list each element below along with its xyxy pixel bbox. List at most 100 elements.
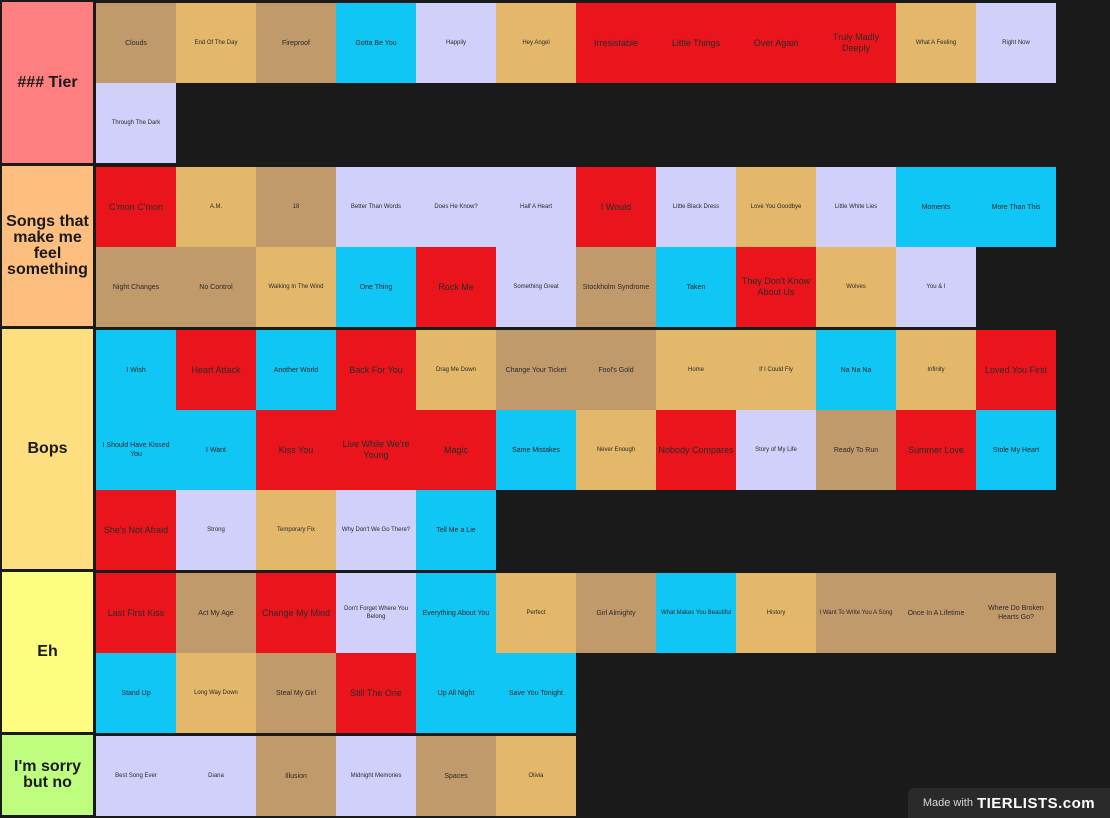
song-tile[interactable]: Don't Forget Where You Belong (336, 573, 416, 653)
song-tile[interactable]: Stockholm Syndrome (576, 247, 656, 327)
song-tile[interactable]: Illusion (256, 736, 336, 816)
song-tile[interactable]: I Wish (96, 330, 176, 410)
song-tile[interactable]: A.M. (176, 167, 256, 247)
song-tile[interactable]: Fireproof (256, 3, 336, 83)
song-tile[interactable]: Where Do Broken Hearts Go? (976, 573, 1056, 653)
song-tile[interactable]: Story of My Life (736, 410, 816, 490)
song-tile[interactable]: She's Not Afraid (96, 490, 176, 570)
song-tile[interactable]: Drag Me Down (416, 330, 496, 410)
song-tile[interactable]: Girl Almighty (576, 573, 656, 653)
song-tile[interactable]: Loved You First (976, 330, 1056, 410)
song-tile[interactable]: Never Enough (576, 410, 656, 490)
song-tile[interactable]: Still The One (336, 653, 416, 733)
tier-label[interactable]: Bops (2, 329, 93, 569)
song-tile[interactable]: End Of The Day (176, 3, 256, 83)
tier-label[interactable]: ### Tier (2, 2, 93, 163)
song-tile[interactable]: Diana (176, 736, 256, 816)
song-tile[interactable]: Right Now (976, 3, 1056, 83)
song-tile[interactable]: Stole My Heart (976, 410, 1056, 490)
song-tile[interactable]: Olivia (496, 736, 576, 816)
song-tile[interactable]: Happily (416, 3, 496, 83)
tier-items: I Wish Heart Attack Another World Back For … (96, 329, 1056, 570)
song-tile[interactable]: Save You Tonight (496, 653, 576, 733)
song-tile[interactable]: One Thing (336, 247, 416, 327)
song-tile[interactable]: Back For You (336, 330, 416, 410)
song-tile[interactable]: Everything About You (416, 573, 496, 653)
song-tile[interactable]: Last First Kiss (96, 573, 176, 653)
song-tile[interactable]: Steal My Girl (256, 653, 336, 733)
song-tile[interactable]: Best Song Ever (96, 736, 176, 816)
song-tile[interactable]: You & I (896, 247, 976, 327)
song-tile[interactable]: History (736, 573, 816, 653)
song-tile[interactable]: I Want (176, 410, 256, 490)
song-tile[interactable]: Spaces (416, 736, 496, 816)
tier-row: Songs that make me feel something C'mon C… (0, 166, 1110, 327)
song-tile[interactable]: Wolves (816, 247, 896, 327)
song-tile[interactable]: I Should Have Kissed You (96, 410, 176, 490)
song-tile[interactable]: Act My Age (176, 573, 256, 653)
watermark-badge[interactable]: Made with TIERLISTS.com (908, 788, 1110, 818)
song-tile[interactable]: Gotta Be You (336, 3, 416, 83)
song-tile[interactable]: Live While We're Young (336, 410, 416, 490)
song-tile[interactable]: Moments (896, 167, 976, 247)
song-tile[interactable]: Perfect (496, 573, 576, 653)
song-tile[interactable]: Long Way Down (176, 653, 256, 733)
song-tile[interactable]: Midnight Memories (336, 736, 416, 816)
tier-items: C'mon C'mon A.M. 18 Better Than Words Does H… (96, 166, 1056, 327)
song-tile[interactable]: Hey Angel (496, 3, 576, 83)
song-tile[interactable]: No Control (176, 247, 256, 327)
song-tile[interactable]: More Than This (976, 167, 1056, 247)
song-tile[interactable]: Temporary Fix (256, 490, 336, 570)
song-tile[interactable]: Better Than Words (336, 167, 416, 247)
song-tile[interactable]: Does He Know? (416, 167, 496, 247)
song-tile[interactable]: Little Black Dress (656, 167, 736, 247)
song-tile[interactable]: Strong (176, 490, 256, 570)
song-tile[interactable]: Clouds (96, 3, 176, 83)
song-tile[interactable]: Rock Me (416, 247, 496, 327)
song-tile[interactable]: Kiss You (256, 410, 336, 490)
song-tile[interactable]: I Would (576, 167, 656, 247)
song-tile[interactable]: Home (656, 330, 736, 410)
song-tile[interactable]: Up All Night (416, 653, 496, 733)
song-tile[interactable]: I Want To Write You A Song (816, 573, 896, 653)
song-tile[interactable]: Irresistable (576, 3, 656, 83)
song-tile[interactable]: Nobody Compares (656, 410, 736, 490)
song-tile[interactable]: Tell Me a Lie (416, 490, 496, 570)
song-tile[interactable]: Love You Goodbye (736, 167, 816, 247)
tier-label[interactable]: Eh (2, 572, 93, 732)
song-tile[interactable]: Stand Up (96, 653, 176, 733)
song-tile[interactable]: Magic (416, 410, 496, 490)
song-tile[interactable]: Little Things (656, 3, 736, 83)
song-tile[interactable]: They Don't Know About Us (736, 247, 816, 327)
song-tile[interactable]: Why Don't We Go There? (336, 490, 416, 570)
tier-label[interactable]: I'm sorry but no (2, 735, 93, 815)
song-tile[interactable]: Change Your Ticket (496, 330, 576, 410)
song-tile[interactable]: What Makes You Beautiful (656, 573, 736, 653)
song-tile[interactable]: Little White Lies (816, 167, 896, 247)
song-tile[interactable]: Truly Madly Deeply (816, 3, 896, 83)
song-tile[interactable]: What A Feeling (896, 3, 976, 83)
song-tile[interactable]: Walking In The Wind (256, 247, 336, 327)
song-tile[interactable]: Night Changes (96, 247, 176, 327)
tier-label[interactable]: Songs that make me feel something (2, 166, 93, 326)
song-tile[interactable]: Once In A Lifetime (896, 573, 976, 653)
song-tile[interactable]: Taken (656, 247, 736, 327)
song-tile[interactable]: Through The Dark (96, 83, 176, 163)
made-with-text: Made with (922, 797, 973, 809)
song-tile[interactable]: Ready To Run (816, 410, 896, 490)
song-tile[interactable]: Summer Love (896, 410, 976, 490)
song-tile[interactable]: Change My Mind (256, 573, 336, 653)
tier-row: Bops I Wish Heart Attack Another World Back … (0, 329, 1110, 570)
song-tile[interactable]: Infinity (896, 330, 976, 410)
song-tile[interactable]: Something Great (496, 247, 576, 327)
song-tile[interactable]: 18 (256, 167, 336, 247)
song-tile[interactable]: Na Na Na (816, 330, 896, 410)
song-tile[interactable]: Over Again (736, 3, 816, 83)
song-tile[interactable]: Fool's Gold (576, 330, 656, 410)
song-tile[interactable]: Half A Heart (496, 167, 576, 247)
song-tile[interactable]: Another World (256, 330, 336, 410)
song-tile[interactable]: Same Mistakes (496, 410, 576, 490)
song-tile[interactable]: C'mon C'mon (96, 167, 176, 247)
song-tile[interactable]: If I Could Fly (736, 330, 816, 410)
song-tile[interactable]: Heart Attack (176, 330, 256, 410)
